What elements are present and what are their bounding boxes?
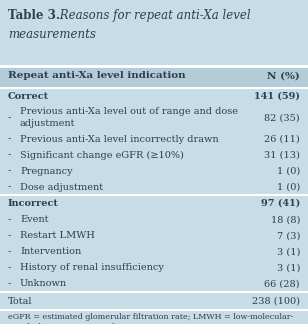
Text: Repeat anti-Xa level indication: Repeat anti-Xa level indication: [8, 72, 186, 80]
Bar: [0, 66, 308, 88]
Text: 82 (35): 82 (35): [264, 113, 300, 122]
Text: 26 (11): 26 (11): [264, 134, 300, 144]
Text: N (%): N (%): [267, 72, 300, 80]
Text: Total: Total: [8, 296, 33, 306]
Text: 141 (59): 141 (59): [254, 92, 300, 101]
Text: 7 (3): 7 (3): [277, 232, 300, 240]
Text: 1 (0): 1 (0): [277, 182, 300, 191]
Text: -: -: [8, 248, 11, 257]
Text: Unknown: Unknown: [20, 280, 67, 288]
Text: 1 (0): 1 (0): [277, 167, 300, 176]
Text: Intervention: Intervention: [20, 248, 81, 257]
Text: -: -: [8, 232, 11, 240]
Text: Event: Event: [20, 215, 48, 225]
Text: Previous anti-Xa level out of range and dose: Previous anti-Xa level out of range and …: [20, 108, 238, 117]
Text: -: -: [8, 215, 11, 225]
Text: 3 (1): 3 (1): [277, 248, 300, 257]
Text: Reasons for repeat anti-Xa level: Reasons for repeat anti-Xa level: [56, 9, 251, 22]
Text: Dose adjustment: Dose adjustment: [20, 182, 103, 191]
Text: measurements: measurements: [8, 28, 96, 41]
Text: Restart LMWH: Restart LMWH: [20, 232, 95, 240]
Text: Pregnancy: Pregnancy: [20, 167, 73, 176]
Text: -: -: [8, 167, 11, 176]
Text: 31 (13): 31 (13): [264, 151, 300, 159]
Text: eGFR = estimated glomerular filtration rate; LMWH = low-molecular-: eGFR = estimated glomerular filtration r…: [8, 313, 294, 321]
Text: 238 (100): 238 (100): [252, 296, 300, 306]
Text: 97 (41): 97 (41): [261, 199, 300, 208]
Text: -: -: [8, 182, 11, 191]
Text: -: -: [8, 134, 11, 144]
Text: adjustment: adjustment: [20, 120, 75, 129]
Text: -: -: [8, 113, 11, 122]
Text: -: -: [8, 280, 11, 288]
Text: -: -: [8, 263, 11, 272]
Text: Significant change eGFR (≥10%): Significant change eGFR (≥10%): [20, 150, 184, 159]
Text: weight heparin; N = number: weight heparin; N = number: [8, 323, 126, 324]
Text: Correct: Correct: [8, 92, 49, 101]
Text: 18 (8): 18 (8): [271, 215, 300, 225]
Text: Table 3.: Table 3.: [8, 9, 60, 22]
Text: -: -: [8, 151, 11, 159]
Text: Previous anti-Xa level incorrectly drawn: Previous anti-Xa level incorrectly drawn: [20, 134, 219, 144]
Bar: [0, 0, 308, 66]
Text: History of renal insufficiency: History of renal insufficiency: [20, 263, 164, 272]
Text: 3 (1): 3 (1): [277, 263, 300, 272]
Text: 66 (28): 66 (28): [265, 280, 300, 288]
Text: Incorrect: Incorrect: [8, 199, 59, 208]
